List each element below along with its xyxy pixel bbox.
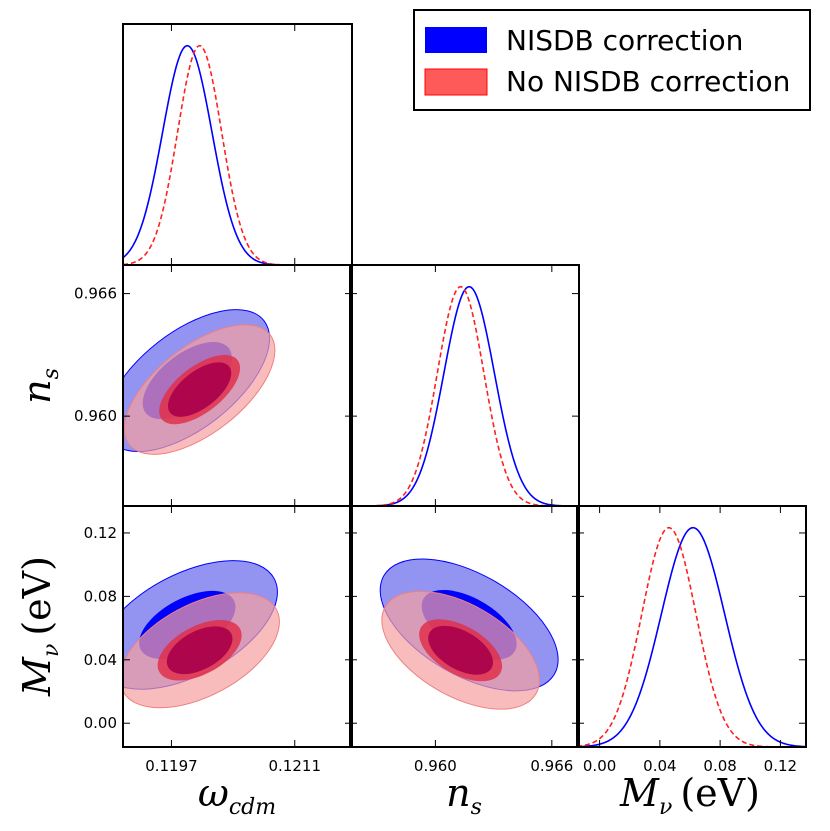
contour-overlap xyxy=(167,362,232,417)
x-tick-label: 0.04 xyxy=(643,757,676,775)
marginal-line-nisdb xyxy=(123,44,352,265)
legend: NISDB correction No NISDB correction xyxy=(413,9,811,111)
panel-frame-2-2 xyxy=(576,505,807,748)
x-tick-label: 0.966 xyxy=(530,757,573,775)
y-tick-label: 0.04 xyxy=(84,651,117,669)
y-axis-label-ns: ns xyxy=(15,368,64,404)
x-axis-label-mnu: Mν (eV) xyxy=(619,771,760,820)
x-tick-label: 0.00 xyxy=(583,757,616,775)
x-tick-label: 0.1211 xyxy=(269,757,322,775)
panel-frame-1-1 xyxy=(349,264,580,507)
contour-panel-0-2 xyxy=(123,560,280,709)
y-tick-label: 0.12 xyxy=(84,524,117,542)
marginal-line-nisdb xyxy=(577,526,806,747)
marginal-panel-1 xyxy=(350,285,579,506)
marginal-panel-2 xyxy=(577,526,806,747)
x-tick-label: 0.12 xyxy=(764,757,797,775)
contour-panel-1-2 xyxy=(379,558,559,710)
x-axis-label-omega: ωcdm xyxy=(198,771,276,820)
marginal-line-no-nisdb xyxy=(123,44,352,265)
marginal-panel-0 xyxy=(123,44,352,265)
x-axis-label-ns: ns xyxy=(446,771,482,820)
legend-label-nisdb: NISDB correction xyxy=(506,24,743,57)
y-axis-label-mnu: Mν(eV) xyxy=(15,556,64,697)
legend-swatch-no-nisdb xyxy=(424,68,488,96)
legend-label-no-nisdb: No NISDB correction xyxy=(506,65,790,98)
contour-panel-0-1 xyxy=(123,309,276,455)
marginal-line-no-nisdb xyxy=(350,285,579,506)
x-tick-label: 0.1197 xyxy=(145,757,198,775)
y-tick-label: 0.960 xyxy=(74,407,117,425)
marginal-line-nisdb xyxy=(350,285,579,506)
panel-frame-1-2 xyxy=(349,505,580,748)
x-tick-label: 0.08 xyxy=(703,757,736,775)
x-tick-label: 0.960 xyxy=(414,757,457,775)
contour-overlap xyxy=(166,626,233,675)
panel-frame-0-0 xyxy=(122,23,353,266)
contour-overlap xyxy=(428,625,494,675)
marginal-line-no-nisdb xyxy=(577,526,806,747)
y-tick-label: 0.00 xyxy=(84,714,117,732)
y-tick-label: 0.08 xyxy=(84,587,117,605)
panel-frame-0-2 xyxy=(122,505,353,748)
y-tick-label: 0.966 xyxy=(74,285,117,303)
legend-swatch-nisdb xyxy=(425,27,487,53)
